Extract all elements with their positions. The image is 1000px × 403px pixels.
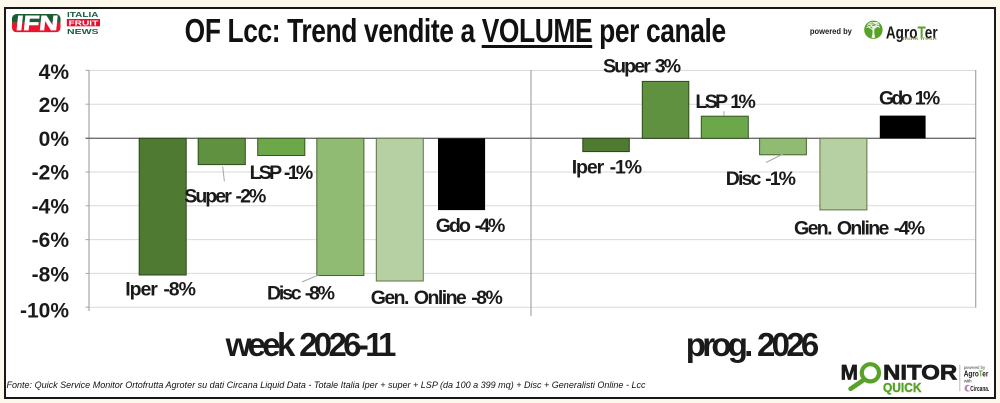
svg-text:QUICK: QUICK [883,381,922,395]
svg-text:Gdo 1%: Gdo 1% [879,88,940,110]
svg-text:with: with [963,378,972,383]
svg-text:think fresh: think fresh [903,36,938,41]
svg-text:-6%: -6% [32,229,70,252]
svg-text:Disc -1%: Disc -1% [726,168,796,190]
svg-text:LSP 1%: LSP 1% [695,91,756,113]
svg-text:M: M [841,362,858,385]
svg-text:powered by: powered by [964,365,986,370]
svg-text:ITALIA: ITALIA [67,12,99,19]
svg-text:Super 3%: Super 3% [603,56,681,78]
svg-text:Gdo -4%: Gdo -4% [436,215,506,237]
svg-text:Iper -8%: Iper -8% [125,279,196,301]
svg-text:4%: 4% [39,61,70,84]
svg-text:Super -2%: Super -2% [184,185,266,207]
svg-text:powered by: powered by [810,26,852,36]
svg-text:-10%: -10% [20,299,69,322]
svg-text:AgroTer: AgroTer [964,368,989,378]
svg-text:NITOR: NITOR [883,361,957,384]
svg-text:prog. 2026: prog. 2026 [686,326,819,363]
svg-text:week 2026-11: week 2026-11 [225,326,397,363]
svg-text:0%: 0% [39,128,70,151]
svg-text:IFN: IFN [15,12,59,35]
svg-text:Fonte: Quick Service Monitor O: Fonte: Quick Service Monitor Ortofrutta … [7,380,646,391]
svg-text:AgroTer: AgroTer [886,22,938,42]
svg-text:Disc -8%: Disc -8% [267,283,335,305]
svg-text:-4%: -4% [32,195,70,218]
svg-text:Iper -1%: Iper -1% [572,157,642,179]
svg-text:FRUIT: FRUIT [69,20,100,27]
svg-text:-2%: -2% [32,162,70,185]
svg-text:2%: 2% [39,94,70,117]
svg-text:Circana.: Circana. [970,384,989,393]
svg-text:NEWS: NEWS [67,29,99,36]
svg-text:-8%: -8% [32,264,70,287]
svg-text:Gen. Online -8%: Gen. Online -8% [371,287,503,309]
svg-text:Gen. Online -4%: Gen. Online -4% [794,217,925,239]
svg-text:LSP -1%: LSP -1% [250,162,314,184]
